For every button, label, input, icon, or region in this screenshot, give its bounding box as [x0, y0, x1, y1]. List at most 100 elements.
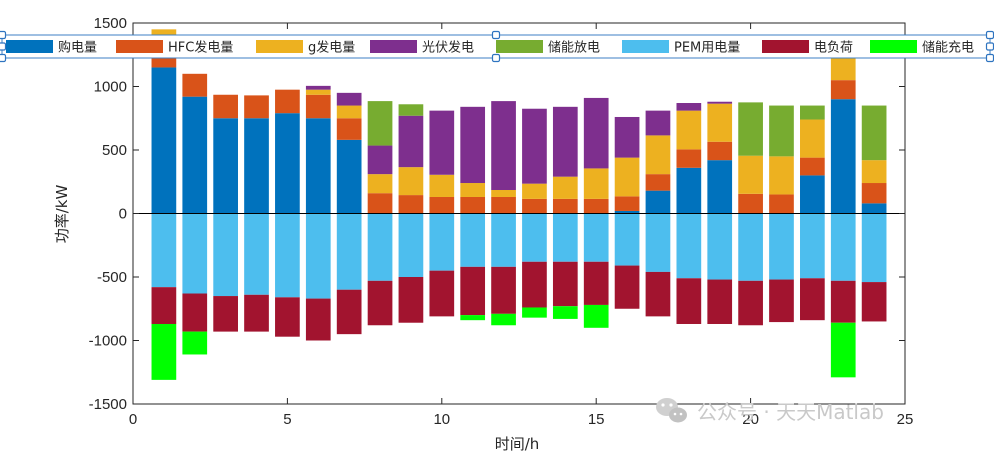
bar-pem-t11 — [460, 213, 486, 267]
legend-label: 储能放电 — [548, 41, 600, 56]
bar-gas-t14 — [552, 176, 578, 199]
legend-item-storage_discharge[interactable]: 储能放电 — [496, 40, 600, 56]
bar-gas-t13 — [522, 183, 547, 199]
bar-buy-t19 — [707, 160, 733, 214]
bar-pem-t7 — [336, 213, 362, 290]
bar-pem-t19 — [707, 213, 733, 280]
bar-hfc-t6 — [305, 94, 331, 119]
bar-pem-t2 — [182, 213, 208, 294]
bar-gas-t23 — [830, 54, 856, 81]
legend-swatch — [116, 40, 163, 53]
bar-storage_discharge-t9 — [398, 104, 424, 116]
bar-hfc-t23 — [830, 80, 856, 100]
wechat-icon — [656, 398, 687, 423]
bar-load-t22 — [800, 278, 825, 321]
bar-load-t14 — [552, 261, 578, 307]
bar-load-t8 — [367, 280, 393, 326]
y-axis-label: 功率/kW — [53, 185, 71, 244]
bar-load-t5 — [275, 297, 300, 337]
bar-pem-t17 — [645, 213, 671, 272]
x-tick-label: 20 — [742, 411, 759, 428]
bar-pv-t10 — [429, 110, 455, 175]
legend-resize-handle[interactable] — [491, 53, 501, 63]
bar-hfc-t5 — [275, 89, 300, 114]
legend-item-gas[interactable]: g发电量 — [256, 40, 355, 56]
legend-resize-handle[interactable] — [491, 30, 501, 40]
bar-storage_discharge-t20 — [738, 102, 763, 156]
legend-swatch — [622, 40, 669, 53]
bar-gas-t8 — [367, 174, 393, 194]
bar-buy-t16 — [614, 210, 640, 214]
legend-label: 储能充电 — [922, 40, 974, 56]
bar-load-t9 — [398, 277, 424, 323]
bar-pem-t13 — [522, 213, 547, 262]
bar-pv-t12 — [491, 101, 516, 191]
bar-gas-t16 — [614, 157, 640, 197]
legend-resize-handle[interactable] — [0, 53, 7, 63]
legend[interactable]: 购电量 HFC发电量 g发电量 光伏发电 储能放电 PEM用电量 电负荷 储能充电 — [0, 30, 994, 63]
y-tick-label: 1500 — [94, 15, 127, 32]
bar-buy-t7 — [336, 139, 362, 214]
bar-buy-t5 — [275, 113, 300, 214]
legend-swatch — [762, 40, 809, 53]
bar-buy-t1 — [151, 67, 177, 214]
bar-gas-t22 — [800, 119, 825, 158]
bar-storage_discharge-t24 — [861, 105, 887, 161]
legend-item-buy[interactable]: 购电量 — [6, 40, 97, 56]
bar-storage_discharge-t22 — [800, 105, 825, 120]
bar-hfc-t17 — [645, 174, 671, 191]
bar-gas-t11 — [460, 183, 486, 197]
bar-gas-t20 — [738, 155, 763, 194]
y-tick-label: 1000 — [94, 79, 127, 96]
bar-storage_charge-t11 — [460, 315, 486, 321]
bar-buy-t3 — [213, 118, 238, 214]
x-tick-label: 0 — [129, 411, 137, 428]
legend-label: PEM用电量 — [674, 41, 740, 56]
y-tick-labels: -1500 -1000 -500 0 500 1000 1500 — [89, 15, 127, 413]
bar-hfc-t15 — [583, 198, 609, 214]
bar-gas-t18 — [676, 110, 702, 150]
legend-resize-handle[interactable] — [0, 42, 7, 51]
x-tick-label: 10 — [433, 411, 450, 428]
bar-storage_charge-t2 — [182, 331, 208, 355]
bar-hfc-t4 — [244, 95, 269, 119]
bar-load-t12 — [491, 266, 516, 314]
bar-storage_charge-t14 — [552, 306, 578, 319]
legend-resize-handle[interactable] — [985, 42, 994, 51]
legend-resize-handle[interactable] — [985, 30, 994, 40]
legend-item-hfc[interactable]: HFC发电量 — [116, 40, 233, 56]
bar-pem-t14 — [552, 213, 578, 262]
bar-buy-t18 — [676, 167, 702, 214]
bar-load-t15 — [583, 261, 609, 305]
legend-item-storage_charge[interactable]: 储能充电 — [870, 40, 974, 56]
axes — [132, 22, 906, 405]
bar-hfc-t7 — [336, 118, 362, 140]
bar-pv-t6 — [305, 85, 331, 90]
legend-item-pv[interactable]: 光伏发电 — [370, 40, 474, 56]
bar-load-t21 — [769, 279, 794, 323]
bar-pem-t18 — [676, 213, 702, 279]
bar-load-t4 — [244, 294, 269, 332]
bar-buy-t24 — [861, 203, 887, 214]
bar-load-t3 — [213, 296, 238, 332]
legend-resize-handle[interactable] — [0, 30, 7, 40]
bar-buy-t2 — [182, 96, 208, 214]
bar-load-t16 — [614, 265, 640, 309]
bar-pem-t22 — [800, 213, 825, 279]
y-tick-label: -1000 — [89, 333, 127, 350]
bar-pem-t16 — [614, 213, 640, 266]
bar-load-t20 — [738, 280, 763, 326]
bar-pem-t20 — [738, 213, 763, 281]
bar-hfc-t22 — [800, 157, 825, 176]
bar-pv-t14 — [552, 106, 578, 177]
legend-swatch — [870, 40, 917, 53]
bar-pem-t10 — [429, 213, 455, 271]
legend-label: HFC发电量 — [168, 40, 233, 56]
legend-item-pem[interactable]: PEM用电量 — [622, 40, 740, 56]
bar-hfc-t9 — [398, 195, 424, 214]
legend-item-load[interactable]: 电负荷 — [762, 40, 853, 56]
watermark: 公众号 · 天天Matlab — [656, 398, 884, 424]
legend-resize-handle[interactable] — [985, 53, 994, 63]
bar-load-t13 — [522, 261, 547, 308]
